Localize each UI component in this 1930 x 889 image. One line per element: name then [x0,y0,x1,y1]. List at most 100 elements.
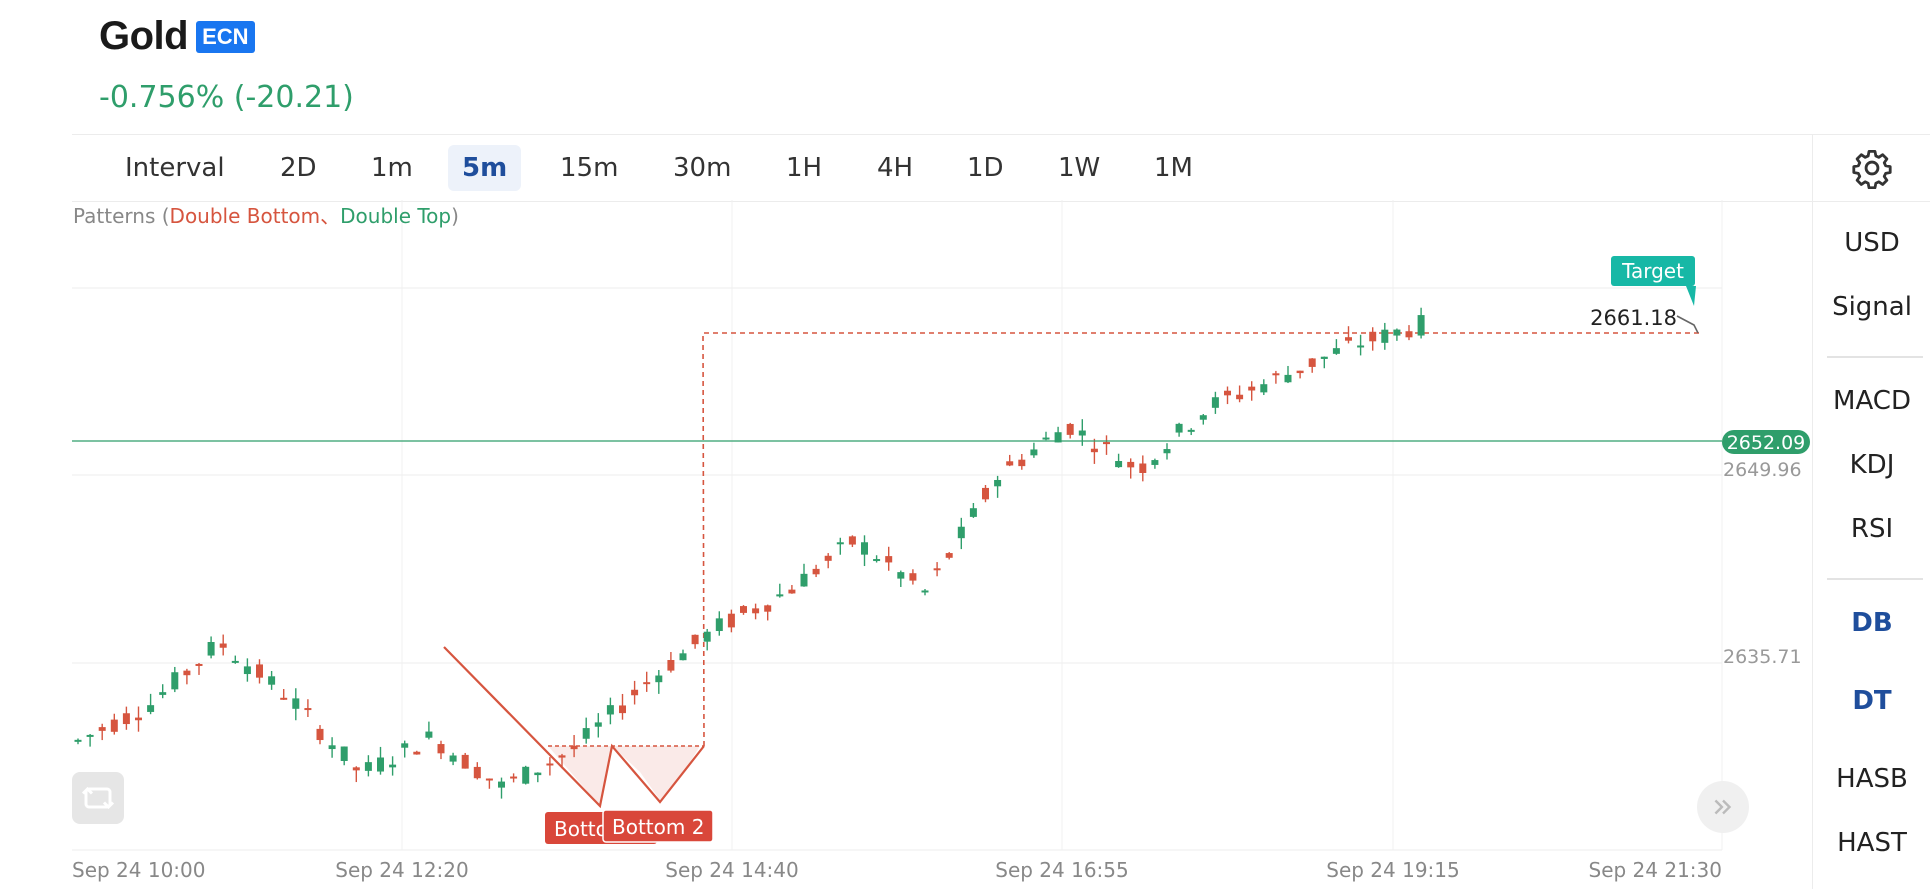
sidebar-hasb[interactable]: HASB [1836,764,1908,794]
interval-30m[interactable]: 30m [673,153,732,183]
candle-body [631,689,639,696]
candle-body [159,692,167,695]
candle-body [957,526,965,539]
candle-body [498,781,505,788]
x-tick-label: Sep 24 16:55 [995,858,1129,882]
candlestick-chart[interactable]: 2652.09 2649.96 2635.71 2661.18 Target Bottom… [0,0,1812,889]
candle-body [1248,386,1256,391]
candle-body [86,734,94,737]
candle-body [292,698,300,709]
candle-body [1139,463,1147,473]
interval-1d[interactable]: 1D [967,153,1004,183]
candle-body [582,728,590,739]
candle-body [619,705,626,714]
chart-grid [72,200,1723,850]
interval-1h[interactable]: 1H [786,153,823,183]
candle-body [1284,374,1292,383]
candles [74,307,1425,799]
sidebar-signal[interactable]: Signal [1832,292,1912,322]
candle-body [812,568,820,575]
candle-body [1054,432,1062,443]
refresh-icon [81,786,115,810]
legend-double-top[interactable]: Double Top [340,204,452,228]
candle-body [764,605,772,612]
interval-1m[interactable]: 1m [371,153,413,183]
candle-body [1345,337,1352,341]
candle-body [256,664,263,678]
candle-body [873,559,881,562]
gear-icon [1852,149,1892,189]
instrument-title: Gold [99,14,189,58]
candle-body [909,573,917,581]
candle-body [473,766,481,779]
sidebar-macd[interactable]: MACD [1833,386,1911,416]
interval-label[interactable]: Interval [125,153,225,183]
candle-body [667,660,675,671]
right-sidebar: USD Signal MACD KDJ RSI DB DT HASB HAST [1812,200,1930,889]
x-tick-label: Sep 24 10:00 [72,858,206,882]
candle-body [1030,449,1038,456]
candle-body [788,589,796,594]
pattern-fill [548,746,700,806]
interval-2d[interactable]: 2D [280,153,317,183]
candle-body [994,479,1002,487]
legend-double-bottom[interactable]: Double Bottom [169,204,321,228]
candle-body [679,653,687,661]
sidebar-hast[interactable]: HAST [1837,828,1907,858]
target-tag [1611,256,1695,286]
candle-body [207,642,215,656]
candle-body [715,618,723,632]
candle-body [510,776,518,779]
candle-body [352,767,360,771]
pattern-overlay [443,332,1700,809]
x-tick-label: Sep 24 12:20 [335,858,469,882]
candle-body [231,660,239,663]
interval-15m[interactable]: 15m [560,153,619,183]
interval-1m-month[interactable]: 1M [1154,153,1193,183]
sidebar-rsi[interactable]: RSI [1850,514,1894,544]
target-projection [702,332,1700,747]
scroll-latest-button[interactable] [1697,781,1749,833]
candle-body [195,663,203,666]
candle-body [1211,397,1219,408]
candle-body [1296,370,1304,374]
sidebar-usd[interactable]: USD [1844,228,1900,258]
interval-4h[interactable]: 4H [877,153,914,183]
candle-body [364,762,372,771]
candle-body [304,708,312,711]
candle-body [885,556,893,563]
reset-chart-button[interactable] [72,772,124,824]
price-change: -0.756% (-20.21) [99,80,354,115]
candle-body [982,487,989,500]
candle-body [1320,356,1328,359]
interval-1w[interactable]: 1W [1058,153,1101,183]
candle-body [98,727,106,731]
candle-body [727,613,735,628]
candle-body [1006,461,1014,466]
candle-body [1332,348,1340,354]
x-tick-label: Sep 24 21:30 [1589,858,1723,882]
candle-body [752,608,760,614]
sidebar-kdj[interactable]: KDJ [1849,450,1895,480]
candle-body [558,755,566,758]
candle-body [1393,329,1401,336]
double-chevron-right-icon [1714,799,1732,815]
candle-body [425,731,433,738]
candle-body [1175,423,1183,433]
candle-body [836,542,844,545]
settings-button[interactable] [1812,134,1930,202]
candle-body [1260,384,1268,393]
sidebar-divider [1827,356,1923,358]
candle-body [122,713,130,725]
patterns-suffix: ) [451,204,459,228]
candle-body [413,751,421,755]
candle-body [485,778,493,781]
x-tick-label: Sep 24 19:15 [1326,858,1460,882]
sidebar-db[interactable]: DB [1851,608,1893,638]
candle-body [328,745,336,750]
pattern-line [443,646,705,809]
interval-5m[interactable]: 5m [448,145,522,191]
sidebar-dt[interactable]: DT [1852,686,1892,716]
candle-body [522,766,530,784]
ecn-badge: ECN [196,20,255,53]
